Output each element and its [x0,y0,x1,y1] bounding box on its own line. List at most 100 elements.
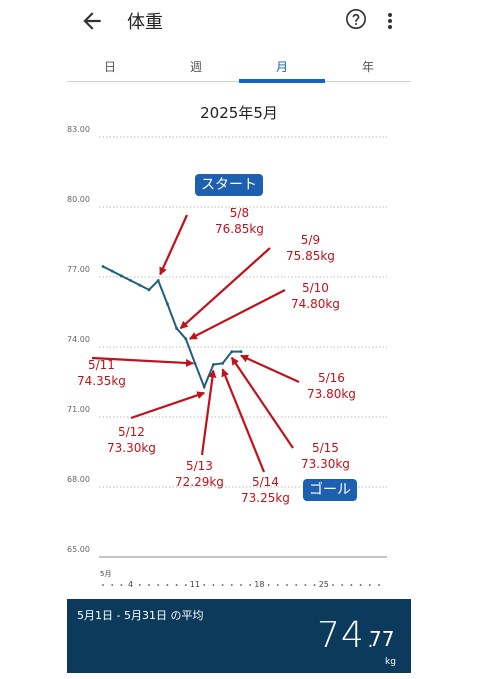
annotation-date: 5/10 [301,281,329,295]
arrow-back-icon [83,12,101,30]
more-options-button[interactable] [385,10,395,32]
x-day-dot [157,584,160,586]
annotation-value: 76.85kg [215,222,264,236]
data-point [184,337,188,341]
annotation-5-8: 5/8 76.85kg [215,205,264,237]
data-point [138,283,142,287]
annotation-value: 74.80kg [291,297,340,311]
help-button[interactable] [345,8,367,30]
x-day-dot [221,584,224,586]
annotation-date: 5/9 [300,233,321,247]
annotation-date: 5/8 [229,206,250,220]
tab-year[interactable]: 年 [361,60,374,74]
weight-series-line [102,265,241,390]
y-tick-label: 74.00 [67,335,90,344]
annotation-date: 5/13 [185,459,213,473]
annotation-arrow [221,368,266,473]
chart-title: 2025年5月 [200,104,278,122]
data-point [202,385,206,389]
phone-screen: 体重 日 週 月 年 2025年5月 [67,0,411,679]
x-day-dot [332,584,334,586]
annotation-arrow [91,356,194,367]
start-label: スタート [195,174,263,196]
x-day-dot [378,584,380,586]
annotation-arrow [159,214,189,276]
average-period-label: 5月1日 - 5月31日 の平均 [77,609,204,622]
annotation-date: 5/11 [87,358,115,372]
period-tabs: 日 週 月 年 [67,56,411,83]
annotation-value: 74.35kg [77,374,126,388]
y-tick-label: 65.00 [67,545,90,554]
x-day-dot [138,584,141,586]
annotation-date: 5/16 [317,371,345,385]
data-point [175,326,178,330]
back-button[interactable] [79,8,105,34]
annotation-5-12: 5/12 73.30kg [107,424,156,456]
x-day-dot [341,584,344,586]
x-day-dot [359,584,362,586]
x-day-dot [166,584,169,586]
x-day-dot [203,584,206,586]
data-point [230,350,234,354]
x-tick-label: 18 [254,580,264,589]
x-day-dot [313,584,316,586]
page-title: 体重 [127,12,163,33]
x-day-dot [240,584,242,586]
data-point [166,302,169,306]
x-day-dot [249,584,252,586]
x-day-dot [111,584,114,586]
y-tick-label: 80.00 [67,195,90,204]
x-day-dot [212,584,215,586]
annotation-arrow [240,354,300,384]
x-day-dot [102,584,104,586]
annotation-5-16: 5/16 73.80kg [307,370,356,402]
x-day-dot [350,584,353,586]
average-value-integer: 74. [317,615,378,656]
data-point [212,363,215,366]
data-point [156,279,160,282]
average-value-decimal: 77 [369,627,395,651]
x-day-dot [148,584,150,586]
annotation-5-9: 5/9 75.85kg [286,232,335,264]
x-tick-label: 11 [190,580,200,589]
annotation-value: 73.25kg [241,491,290,505]
data-point [221,361,225,365]
x-month-label: 5月 [100,570,111,578]
app-bar: 体重 [67,0,411,42]
annotation-date: 5/15 [311,441,339,455]
annotation-arrow [130,391,206,420]
question-circle-icon [346,9,366,29]
annotation-arrow [188,289,286,340]
annotation-5-14: 5/14 73.25kg [241,474,290,506]
x-day-dot [175,584,178,586]
x-day-dot [267,584,270,586]
monthly-average-panel: 5月1日 - 5月31日 の平均 74. 77 kg [67,599,411,673]
tab-day[interactable]: 日 [103,60,116,74]
goal-label: ゴール [303,479,357,501]
x-day-dot [295,584,298,586]
tab-week[interactable]: 週 [189,60,202,74]
annotation-value: 75.85kg [286,249,335,263]
annotation-date: 5/12 [117,425,145,439]
annotation-5-15: 5/15 73.30kg [301,440,350,472]
average-unit: kg [385,657,396,667]
x-tick-label: 4 [128,580,133,589]
x-day-dot [276,584,279,586]
data-point [101,265,105,268]
annotation-value: 72.29kg [175,475,224,489]
data-point [147,288,151,292]
x-day-dot [286,584,288,586]
data-point [193,361,197,365]
annotation-arrow [179,247,271,330]
y-tick-label: 83.00 [67,125,90,134]
y-tick-label: 71.00 [67,405,90,414]
x-day-dot [230,584,233,586]
annotation-arrow [230,356,294,449]
annotation-5-13: 5/13 72.29kg [175,458,224,490]
tab-month[interactable]: 月 [239,56,325,83]
annotation-value: 73.80kg [307,387,356,401]
x-tick-label: 25 [319,580,329,589]
data-point [110,269,114,273]
data-point [239,350,243,354]
annotation-arrow [200,369,217,456]
